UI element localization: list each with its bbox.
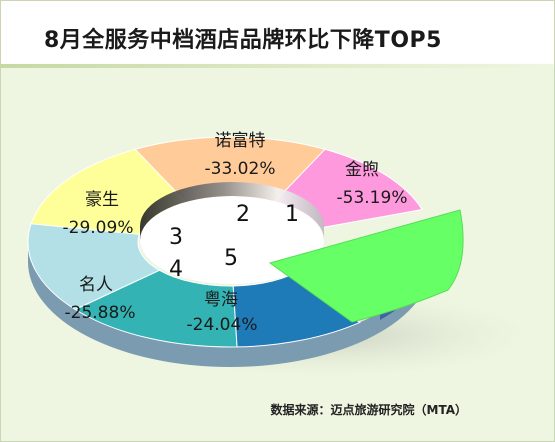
slice-blue-segment — [232, 275, 361, 348]
rank-number-2: 2 — [236, 202, 250, 227]
data-source-note: 数据来源：迈点旅游研究院（MTA） — [270, 403, 467, 417]
slice-value-mingren: -25.88% — [65, 303, 136, 323]
ring-side-wall — [28, 242, 432, 367]
rank-number-1: 1 — [285, 202, 299, 227]
slice-label-nuofute: 诺富特 — [215, 131, 266, 151]
slice-label-mingren: 名人 — [79, 275, 113, 295]
slice-yuehai — [74, 269, 238, 348]
slice-value-nuofute: -33.02% — [205, 159, 276, 179]
slice-value-jinpao: -53.19% — [337, 188, 408, 208]
slice-label-jinpao: 金煦 — [345, 160, 379, 180]
chart-title: 8月全服务中档酒店品牌环比下降TOP5 — [44, 28, 442, 53]
rank-number-4: 4 — [169, 257, 183, 282]
rank-number-5: 5 — [224, 246, 238, 271]
rank-number-3: 3 — [169, 225, 183, 250]
slice-mingren — [27, 223, 161, 311]
doughnut-inner-wall — [140, 182, 324, 240]
slice-label-haosheng: 豪生 — [85, 189, 119, 210]
highlight-wedge — [268, 209, 464, 323]
slice-value-haosheng: -29.09% — [63, 218, 134, 238]
title-divider — [0, 64, 553, 68]
slice-label-yuehai: 粤海 — [204, 290, 238, 310]
slice-value-yuehai: -24.04% — [187, 315, 258, 335]
